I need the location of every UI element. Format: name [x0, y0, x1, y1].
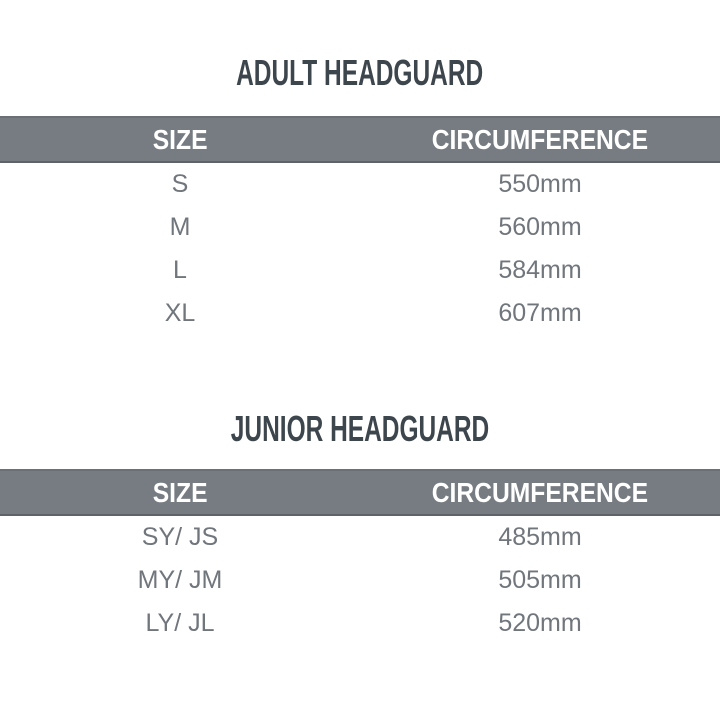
table-row: M 560mm [0, 206, 720, 249]
table-row: L 584mm [0, 249, 720, 292]
circumference-cell: 560mm [498, 213, 582, 241]
adult-header-circumference-label: CIRCUMFERENCE [431, 123, 649, 155]
junior-section-title: JUNIOR HEADGUARD [0, 409, 720, 449]
table-row: XL 607mm [0, 292, 720, 335]
adult-header-cell-circumference: CIRCUMFERENCE [360, 118, 720, 161]
junior-table-header-row: SIZE CIRCUMFERENCE [0, 469, 720, 516]
junior-header-size-label: SIZE [152, 476, 208, 508]
junior-header-cell-circumference: CIRCUMFERENCE [360, 471, 720, 514]
junior-section-title-text: JUNIOR HEADGUARD [230, 408, 490, 449]
table-row: LY/ JL 520mm [0, 602, 720, 645]
size-cell: SY/ JS [141, 523, 219, 551]
junior-header-cell-size: SIZE [0, 471, 360, 514]
adult-header-size-label: SIZE [152, 123, 208, 155]
circumference-cell: 584mm [498, 256, 582, 284]
adult-section-title: ADULT HEADGUARD [0, 53, 720, 93]
junior-header-circumference-label: CIRCUMFERENCE [431, 476, 649, 508]
circumference-cell: 607mm [498, 299, 582, 327]
circumference-cell: 520mm [498, 609, 582, 637]
size-cell: M [169, 213, 191, 241]
circumference-cell: 485mm [498, 523, 582, 551]
circumference-cell: 550mm [498, 170, 582, 198]
adult-header-cell-size: SIZE [0, 118, 360, 161]
size-cell: L [173, 256, 187, 284]
size-cell: MY/ JM [137, 566, 223, 594]
size-cell: S [171, 170, 189, 198]
table-row: S 550mm [0, 163, 720, 206]
adult-size-table: SIZE CIRCUMFERENCE S 550mm M 560mm L 584… [0, 116, 720, 335]
adult-section-title-text: ADULT HEADGUARD [236, 52, 484, 93]
adult-table-header-row: SIZE CIRCUMFERENCE [0, 116, 720, 163]
table-row: SY/ JS 485mm [0, 516, 720, 559]
circumference-cell: 505mm [498, 566, 582, 594]
table-row: MY/ JM 505mm [0, 559, 720, 602]
size-cell: XL [164, 299, 196, 327]
junior-size-table: SIZE CIRCUMFERENCE SY/ JS 485mm MY/ JM 5… [0, 469, 720, 645]
size-cell: LY/ JL [145, 609, 215, 637]
